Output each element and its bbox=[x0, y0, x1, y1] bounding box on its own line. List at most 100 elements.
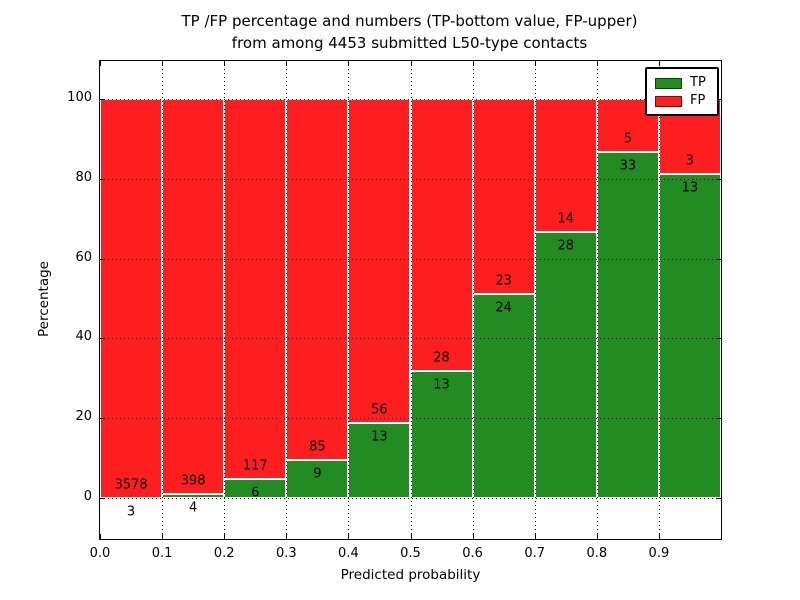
x-tick-label: 0.3 bbox=[275, 546, 297, 561]
tick-mark bbox=[348, 534, 350, 539]
legend-label-fp: FP bbox=[690, 93, 706, 108]
tick-mark bbox=[716, 498, 721, 499]
chart-title-line2: from among 4453 submitted L50-type conta… bbox=[231, 34, 588, 52]
x-tick-label: 0.8 bbox=[586, 546, 608, 561]
tick-mark bbox=[596, 534, 598, 539]
tp-count-label: 6 bbox=[251, 485, 260, 501]
chart-title: TP /FP percentage and numbers (TP-bottom… bbox=[99, 10, 720, 54]
legend-item-tp: TP bbox=[647, 74, 717, 92]
legend-label-tp: TP bbox=[690, 75, 706, 90]
x-tick-label: 0.0 bbox=[89, 546, 111, 561]
tp-count-label: 9 bbox=[313, 466, 322, 482]
tick-mark bbox=[410, 61, 412, 66]
tick-mark bbox=[472, 61, 474, 66]
legend: TP FP bbox=[645, 67, 719, 116]
tick-mark bbox=[100, 258, 105, 260]
tick-mark bbox=[596, 61, 598, 66]
tick-mark bbox=[534, 61, 536, 66]
tick-mark bbox=[716, 178, 721, 180]
tick-mark bbox=[162, 534, 164, 539]
tp-count-label: 28 bbox=[557, 238, 575, 254]
fp-bar-segment bbox=[348, 99, 411, 423]
x-tick-label: 0.6 bbox=[462, 546, 483, 561]
fp-count-label: 56 bbox=[371, 402, 388, 418]
fp-count-label: 85 bbox=[309, 439, 326, 455]
gridline bbox=[348, 61, 350, 539]
tick-mark bbox=[100, 498, 105, 499]
tick-mark bbox=[472, 534, 474, 539]
legend-item-fp: FP bbox=[647, 92, 717, 110]
fp-count-label: 28 bbox=[433, 350, 450, 366]
fp-count-label: 5 bbox=[623, 131, 632, 146]
fp-bar-segment bbox=[472, 99, 535, 295]
tick-mark bbox=[100, 534, 101, 539]
tp-bar-segment bbox=[534, 232, 597, 498]
gridline bbox=[472, 61, 474, 539]
gridline bbox=[658, 61, 660, 539]
tp-count-label: 4 bbox=[189, 500, 198, 516]
x-tick-label: 0.7 bbox=[524, 546, 546, 561]
y-axis-label: Percentage bbox=[36, 261, 52, 337]
gridline bbox=[162, 61, 164, 539]
fp-count-label: 23 bbox=[495, 273, 512, 289]
tick-mark bbox=[286, 61, 288, 66]
fp-count-label: 3578 bbox=[114, 477, 148, 493]
fp-legend-swatch-icon bbox=[655, 95, 682, 107]
tp-bar-segment bbox=[348, 422, 411, 498]
tick-mark bbox=[162, 61, 164, 66]
tick-mark bbox=[100, 338, 105, 340]
fp-bar-segment bbox=[100, 99, 163, 498]
y-tick-label: 40 bbox=[75, 329, 92, 345]
gridline bbox=[410, 61, 412, 539]
tp-count-label: 33 bbox=[619, 158, 637, 173]
tick-mark bbox=[100, 99, 105, 100]
gridline bbox=[224, 61, 226, 539]
y-tick-label: 100 bbox=[67, 90, 92, 105]
tick-mark bbox=[224, 61, 226, 66]
gridline bbox=[286, 61, 288, 539]
x-tick-label: 0.1 bbox=[151, 546, 173, 561]
plot-area: 0 20 40 60 80 100 0.0 0.1 0.2 0.3 0.4 0.5 0.6 0.7 0.8 0… bbox=[67, 60, 722, 583]
tick-mark bbox=[224, 534, 226, 539]
tick-mark bbox=[716, 418, 721, 420]
tick-mark bbox=[658, 534, 660, 539]
y-tick-label: 20 bbox=[75, 409, 92, 425]
tp-bar-segment bbox=[596, 151, 659, 498]
tp-count-label: 24 bbox=[495, 300, 512, 316]
fp-count-label: 14 bbox=[557, 211, 575, 227]
x-tick-label: 0.2 bbox=[213, 546, 235, 561]
tick-mark bbox=[286, 534, 288, 539]
x-tick-label: 0.9 bbox=[648, 546, 670, 561]
tp-bar-segment bbox=[286, 459, 349, 498]
tick-mark bbox=[100, 418, 105, 420]
tp-count-label: 13 bbox=[681, 180, 699, 196]
y-tick-label: 80 bbox=[75, 169, 92, 185]
x-tick-label: 0.5 bbox=[400, 546, 421, 561]
x-tick-label: 0.4 bbox=[338, 546, 359, 561]
tick-mark bbox=[100, 178, 105, 180]
chart-title-line1: TP /FP percentage and numbers (TP-bottom… bbox=[181, 12, 638, 30]
tp-bar-segment bbox=[472, 294, 535, 498]
fp-bar-segment bbox=[534, 99, 597, 232]
x-axis-label: Predicted probability bbox=[340, 567, 481, 583]
gridline bbox=[534, 61, 536, 539]
tick-mark bbox=[410, 534, 412, 539]
fp-bar-segment bbox=[286, 99, 349, 460]
tick-mark bbox=[716, 258, 721, 260]
tp-bar-segment bbox=[658, 173, 721, 498]
tick-mark bbox=[716, 338, 721, 340]
tick-mark bbox=[534, 534, 536, 539]
fp-count-label: 117 bbox=[242, 458, 268, 474]
fp-bar-segment bbox=[224, 99, 287, 479]
fp-count-label: 3 bbox=[685, 153, 695, 169]
fp-bar-segment bbox=[162, 99, 225, 495]
gridline bbox=[596, 61, 598, 539]
fp-bar-segment bbox=[410, 99, 473, 372]
tp-count-label: 13 bbox=[371, 429, 388, 445]
fp-count-label: 398 bbox=[180, 473, 206, 489]
tp-count-label: 13 bbox=[433, 377, 450, 393]
tp-count-label: 3 bbox=[126, 504, 136, 520]
tick-mark bbox=[348, 61, 350, 66]
tick-mark bbox=[100, 61, 101, 66]
